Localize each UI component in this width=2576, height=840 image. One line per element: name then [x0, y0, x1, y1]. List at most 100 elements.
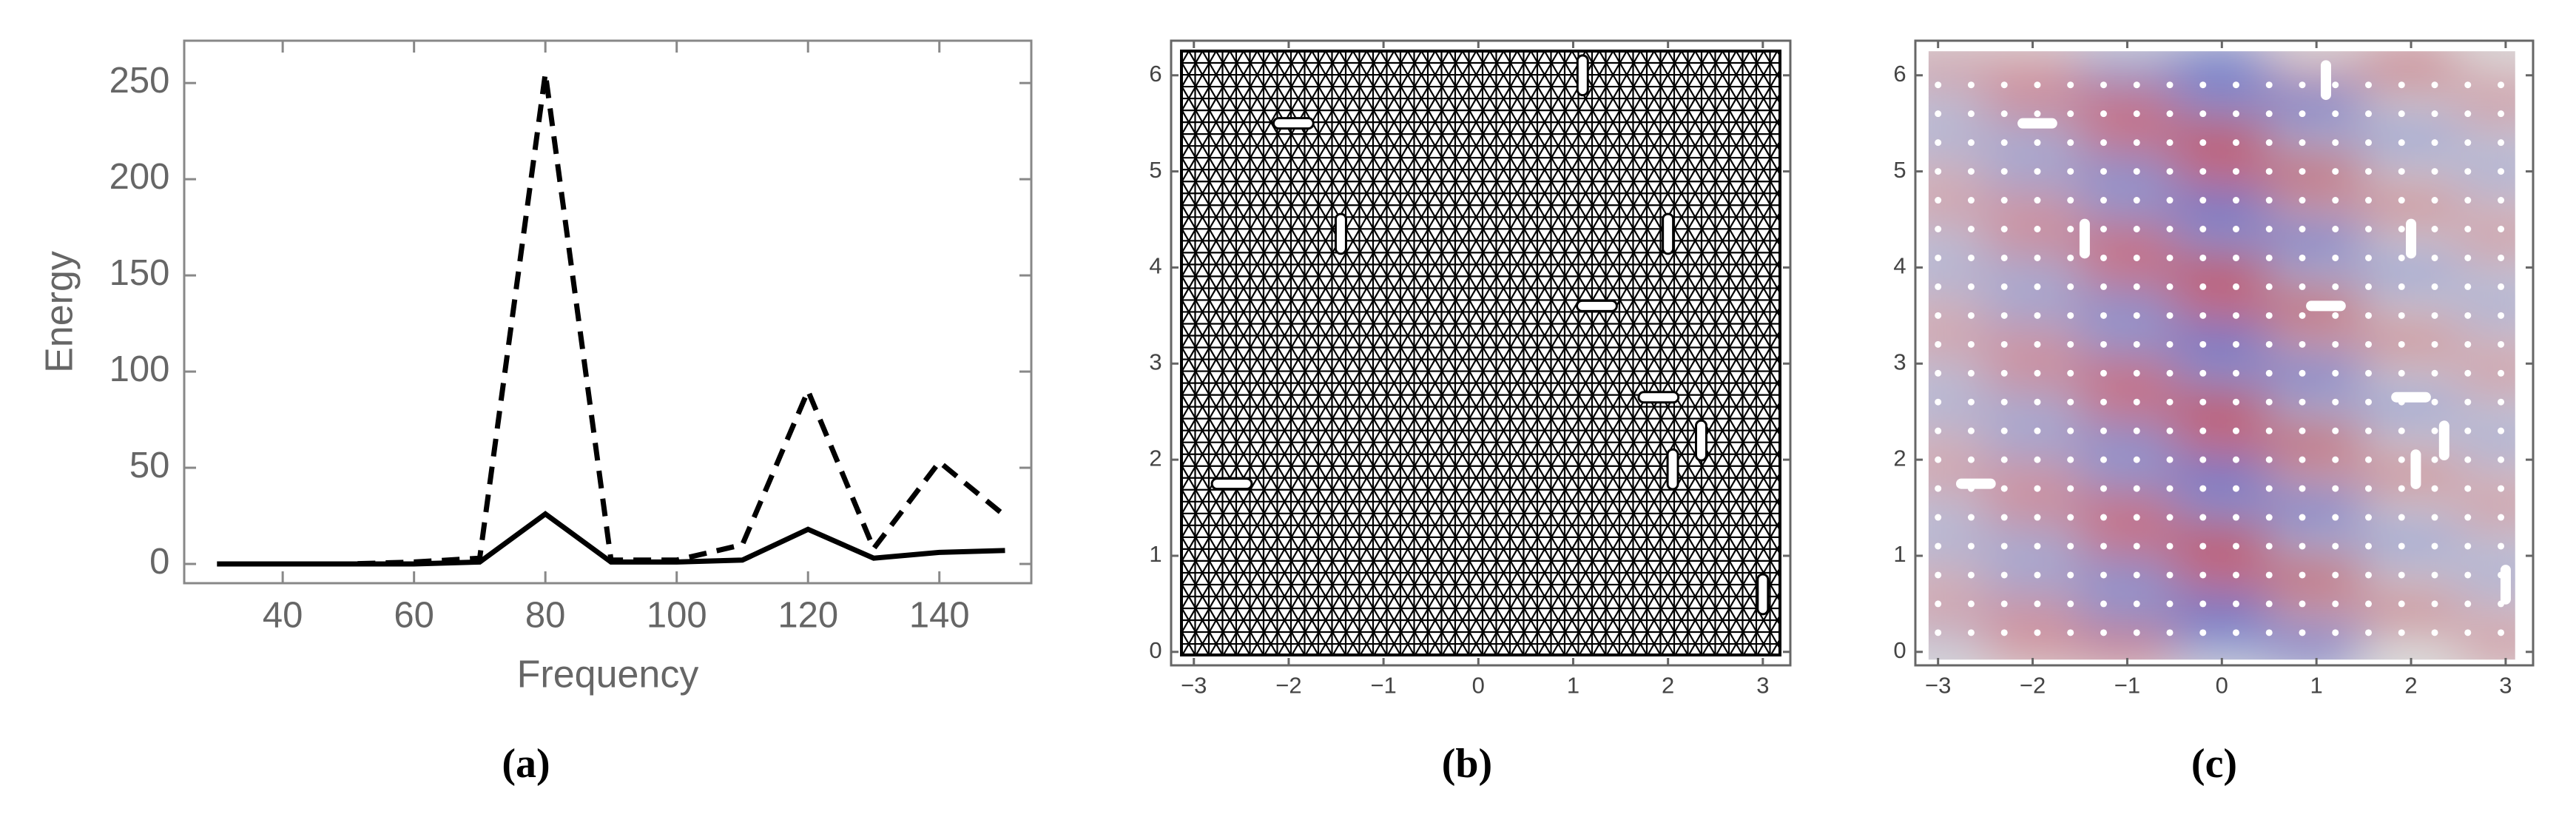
heat-cell [2174, 187, 2270, 223]
mesh-edge [1400, 51, 1751, 655]
dot [2365, 485, 2373, 492]
heat-cell [2174, 288, 2270, 324]
dot [2365, 571, 2373, 579]
dot [2232, 542, 2239, 550]
dot [2464, 600, 2472, 608]
dot [2498, 456, 2505, 463]
mesh-edge [1694, 51, 1780, 200]
mesh-edge [1612, 51, 1780, 342]
heat-cell [2457, 355, 2515, 391]
frame [1170, 39, 1792, 667]
dot [2100, 629, 2107, 636]
dot [2000, 571, 2008, 579]
mesh-edge [1516, 51, 1780, 508]
dot [2464, 168, 2472, 175]
dot [2265, 225, 2273, 232]
dot [2199, 139, 2207, 147]
heat-cell [2174, 322, 2270, 357]
slot [2017, 118, 2057, 129]
heat-cell [1928, 591, 1986, 627]
panel-caption: (a) [502, 741, 550, 787]
dot [2100, 254, 2107, 261]
mesh-edge [1181, 51, 1354, 350]
heat-cell [1984, 456, 2081, 492]
dot [2166, 81, 2174, 89]
dot [2000, 427, 2008, 434]
y-tick-label: 1 [1893, 541, 1906, 567]
dot [2000, 283, 2008, 290]
dot [2100, 139, 2107, 147]
dot [2365, 340, 2373, 348]
mesh-edge [758, 51, 1107, 655]
dot [2365, 283, 2373, 290]
mesh-edge [1250, 51, 1600, 655]
slot [2306, 300, 2346, 312]
dot [2464, 542, 2472, 550]
mesh-edge [1284, 51, 1634, 655]
dot [2034, 514, 2041, 521]
heat-cell [2457, 625, 2515, 660]
mesh-edge [1578, 305, 1780, 655]
dot [2067, 110, 2074, 118]
dot [1967, 514, 1975, 521]
dot [2133, 542, 2140, 550]
dot [2332, 600, 2339, 608]
heat-cell [1984, 86, 2081, 122]
dot [2232, 629, 2239, 636]
dot [2034, 110, 2041, 118]
dot [2199, 629, 2207, 636]
heat-cell [2363, 557, 2459, 593]
dot [2398, 81, 2405, 89]
dot [2232, 600, 2239, 608]
heat-cell [1984, 221, 2081, 257]
dot [2000, 254, 2008, 261]
mesh-edge [1324, 51, 1675, 655]
heat-cell [2079, 355, 2176, 391]
mesh-edge [1264, 51, 1614, 655]
slot [1666, 448, 1679, 491]
mesh-edge [1619, 377, 1780, 655]
dot [2398, 427, 2405, 434]
dot-grid [1935, 81, 2505, 636]
mesh-edge [1448, 51, 1780, 627]
dot [1935, 369, 1942, 377]
mesh-edge [676, 51, 1025, 655]
mesh-edge [1229, 51, 1579, 655]
dot [1935, 197, 1942, 204]
heat-cell [2268, 120, 2365, 155]
mesh-edge [1510, 187, 1780, 655]
dot [2299, 398, 2306, 406]
dot [2365, 456, 2373, 463]
mesh-edge [1366, 51, 1716, 655]
mesh-edge [1461, 51, 1780, 603]
dot [1967, 312, 1975, 319]
dot [1967, 81, 1975, 89]
dot [2464, 110, 2472, 118]
heat-cell [1984, 355, 2081, 391]
dot [2332, 542, 2339, 550]
dot [2464, 225, 2472, 232]
heat-cell [2268, 53, 2365, 88]
dot [2133, 139, 2140, 147]
mesh-edge [1434, 51, 1780, 651]
dot [2000, 197, 2008, 204]
dot [2034, 283, 2041, 290]
panel-caption: (b) [1442, 741, 1492, 787]
mesh-edge [1181, 369, 1346, 655]
dot [2000, 485, 2008, 492]
dot [2299, 340, 2306, 348]
heat-cell [2363, 490, 2459, 525]
mesh [676, 51, 1780, 655]
panel-caption: (c) [2191, 741, 2237, 787]
mesh-edge [1406, 51, 1757, 655]
dot [2464, 398, 2472, 406]
dot [2199, 571, 2207, 579]
mesh-edge [1680, 51, 1780, 224]
dot [2232, 197, 2239, 204]
heat-cell [2268, 625, 2365, 660]
heat-cell [1984, 490, 2081, 525]
dot [2100, 571, 2107, 579]
dot [2464, 427, 2472, 434]
x-tick-label: −1 [1370, 673, 1396, 699]
